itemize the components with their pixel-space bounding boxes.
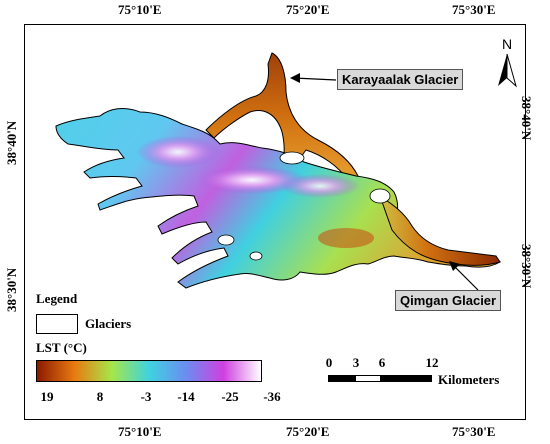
nunatak-1 [279,151,305,165]
cold-core-center [196,166,308,194]
nunatak-3 [217,234,235,246]
karayaalak-arrow [293,77,337,81]
qimgan-glacier-callout: Qimgan Glacier [395,290,502,311]
map-frame [24,24,526,420]
lst-tick-4: -14 [177,389,195,404]
scale-tick-0: 0 [325,355,333,370]
warm-zone [318,228,374,248]
qimgan-arrow [451,263,479,291]
scale-tick-3: 3 [352,355,360,370]
top-coord-label-1: 75°10'E [118,2,162,17]
qimgan-arrowhead [449,261,460,271]
lst-legend-title: LST (°C) [36,340,87,355]
scale-tick-6: 6 [378,355,386,370]
lst-tick-5: -25 [221,389,239,404]
karayaalak-glacier-callout: Karayaalak Glacier [337,69,464,90]
north-label: N [502,36,512,52]
nunatak-2 [369,188,391,204]
bottom-coord-label-2: 75°20'E [286,424,330,439]
scale-unit-label: Kilometers [438,372,500,387]
top-coord-label-3: 75°30'E [452,2,496,17]
bottom-coord-label-3: 75°30'E [452,424,496,439]
cold-core-east [280,174,360,198]
scale-tick-12: 12 [425,355,439,370]
legend-title: Legend [36,291,78,306]
scale-bar [328,375,432,382]
top-coord-label-2: 75°20'E [286,2,330,17]
nunatak-4 [249,251,263,261]
bottom-coord-label-1: 75°10'E [118,424,162,439]
karayaalak-arrowhead [290,73,300,83]
lst-tick-2: 8 [96,389,104,404]
qimgan-glacier-tongue [379,194,501,266]
main-glacier-body [55,108,502,289]
lst-tick-6: -36 [263,389,281,404]
lst-colorbar [36,360,262,382]
north-arrow-icon: N [498,36,517,88]
glaciers-legend-label: Glaciers [85,316,132,331]
lst-tick-3: -3 [140,389,152,404]
cold-core-west [136,136,220,168]
lst-tick-1: 19 [40,389,54,404]
glaciers-legend-swatch [36,314,78,334]
